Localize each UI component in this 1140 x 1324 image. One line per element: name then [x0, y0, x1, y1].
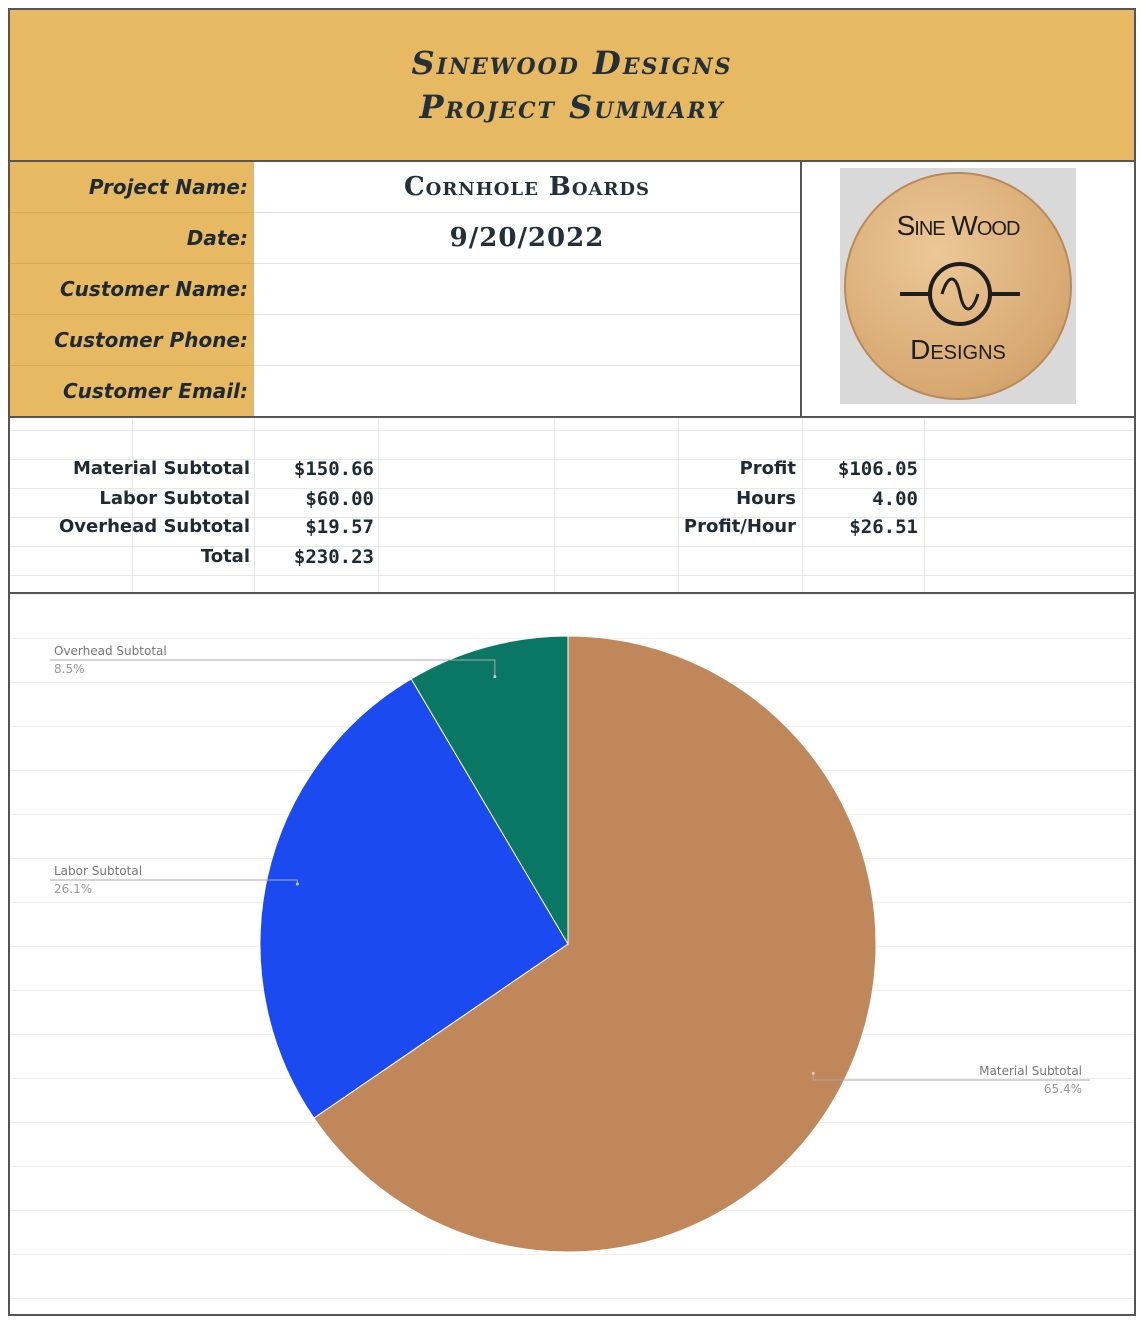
customer-phone-cell[interactable]: [254, 315, 800, 366]
date-label: Date:: [10, 213, 254, 264]
total-label: Total: [200, 546, 250, 567]
logo-top-text: Sine Wood: [896, 210, 1021, 241]
logo-bottom-text: Designs: [910, 334, 1006, 365]
callout-line: [812, 1073, 1090, 1081]
customer-email-label: Customer Email:: [62, 379, 248, 403]
slice-label: Material Subtotal: [979, 1064, 1082, 1078]
hours-value[interactable]: 4.00: [872, 488, 918, 510]
logo-badge: Sine Wood Designs: [844, 172, 1072, 400]
pie-slice[interactable]: [410, 635, 569, 946]
project-name-cell[interactable]: Cornhole Boards: [254, 162, 800, 213]
profit-label: Profit: [739, 458, 796, 479]
customer-name-cell[interactable]: [254, 264, 800, 315]
customer-name-label: Customer Name:: [10, 264, 254, 315]
profit-value[interactable]: $106.05: [837, 458, 918, 480]
material-subtotal-label: Material Subtotal: [72, 458, 250, 479]
project-name-label: Project Name:: [10, 162, 254, 213]
company-name: Sinewood Designs: [411, 44, 733, 82]
sine-wave-icon: [900, 262, 1020, 326]
slice-label: Labor Subtotal: [54, 864, 142, 878]
total-value[interactable]: $230.23: [293, 546, 374, 568]
slice-percent-label: 26.1%: [54, 882, 92, 896]
profit-per-hour-value[interactable]: $26.51: [849, 516, 918, 538]
info-value-column: Cornhole Boards 9/20/2022: [254, 162, 802, 416]
cost-pie-chart[interactable]: Overhead Subtotal 8.5% Labor Subtotal 26.1%…: [10, 594, 1134, 1314]
labor-subtotal-value[interactable]: $60.00: [305, 488, 374, 510]
profit-per-hour-label: Profit/Hour: [683, 516, 796, 537]
overhead-subtotal-label: Overhead Subtotal: [59, 516, 250, 537]
overhead-subtotal-value[interactable]: $19.57: [305, 516, 374, 538]
slice-label: Overhead Subtotal: [54, 644, 167, 658]
date-cell[interactable]: 9/20/2022: [254, 213, 800, 264]
pie-slice[interactable]: [313, 635, 877, 1253]
pie-slice[interactable]: [259, 678, 569, 1119]
customer-phone-label: Customer Phone:: [10, 315, 254, 366]
callout-dot: [295, 882, 299, 886]
slice-percent-label: 8.5%: [54, 662, 85, 676]
logo-image: Sine Wood Designs: [840, 168, 1076, 404]
info-label-column: Project Name: Date: Customer Name: Custo…: [10, 162, 254, 416]
logo-cell: Sine Wood Designs: [802, 162, 1134, 416]
callout-dot: [493, 675, 497, 679]
title-banner: Sinewood Designs Project Summary: [10, 10, 1134, 162]
cost-summary-section: Material Subtotal $150.66 Labor Subtotal…: [10, 418, 1134, 594]
customer-email-cell[interactable]: [254, 366, 800, 417]
hours-label: Hours: [736, 488, 796, 509]
callout-dot: [811, 1071, 815, 1075]
report-title: Project Summary: [419, 88, 725, 126]
spreadsheet-sheet: Sinewood Designs Project Summary Project…: [8, 8, 1136, 1316]
callout-line: [50, 659, 496, 677]
labor-subtotal-label: Labor Subtotal: [99, 488, 250, 509]
material-subtotal-value[interactable]: $150.66: [293, 458, 374, 480]
slice-percent-label: 65.4%: [1044, 1082, 1082, 1096]
project-info-section: Project Name: Date: Customer Name: Custo…: [10, 162, 1134, 418]
pie-chart-area[interactable]: Overhead Subtotal 8.5% Labor Subtotal 26.1%…: [10, 594, 1134, 1314]
